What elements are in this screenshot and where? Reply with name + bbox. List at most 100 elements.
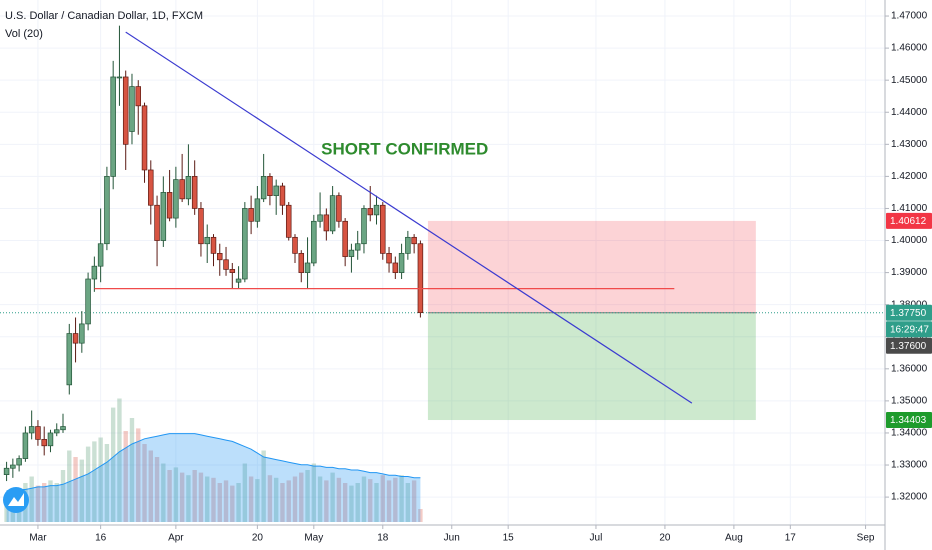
candle-body [122, 76, 129, 145]
volume-bar [324, 480, 329, 522]
volume-bar [317, 476, 323, 522]
volume-bar [311, 463, 317, 522]
y-tick-label: 1.39000 [891, 267, 928, 278]
y-tick-label: 1.45000 [891, 75, 928, 86]
price-badge-text: 1.37750 [890, 308, 927, 319]
candle-body [217, 253, 223, 261]
candle-body [191, 176, 198, 209]
volume-bar [380, 475, 385, 522]
candle-body [386, 253, 392, 264]
candle-body [210, 236, 217, 254]
candle-body [166, 192, 173, 219]
x-tick-label: Apr [168, 533, 184, 544]
volume-bar [330, 472, 335, 522]
volume-bar [73, 457, 78, 522]
volume-bar [192, 470, 197, 522]
volume-bar [123, 431, 128, 522]
volume-bar [242, 463, 248, 522]
volume-ma-line [6, 433, 421, 492]
volume-bar [342, 483, 348, 522]
x-tick-label: May [304, 533, 323, 544]
candle-body [47, 432, 54, 447]
y-tick-label: 1.41000 [891, 203, 928, 214]
volume-bar [98, 437, 103, 522]
candle-body [292, 236, 298, 254]
volume-bar [154, 457, 160, 522]
volume-bar [142, 444, 147, 522]
candle-body [16, 458, 22, 466]
volume-bar [104, 444, 110, 522]
x-tick-label: Sep [857, 533, 875, 544]
indicator-label: Vol (20) [5, 28, 43, 40]
candle-body [285, 204, 292, 238]
volume-bar [79, 459, 85, 522]
volume-bar [54, 483, 59, 522]
candle-body [116, 76, 123, 79]
volume-bar [305, 470, 310, 522]
candle-body [361, 208, 367, 245]
y-tick-label: 1.34000 [891, 428, 928, 439]
candle-body [135, 86, 142, 107]
volume-bar [129, 418, 135, 522]
countdown-badge [886, 321, 932, 338]
volume-bar [167, 470, 172, 522]
x-tick-label: Mar [29, 533, 47, 544]
candle-body [10, 464, 16, 469]
y-tick-label: 1.40000 [891, 235, 928, 246]
candle-body [279, 185, 286, 206]
volume-bar [393, 477, 398, 522]
target-zone [427, 312, 756, 421]
volume-bar [217, 483, 222, 522]
price-badge [886, 412, 932, 429]
candle-body [204, 236, 210, 245]
volume-bar [386, 480, 392, 522]
candle-body [129, 86, 135, 132]
volume-bar [223, 480, 229, 522]
candle-body [110, 76, 116, 177]
candle-body [223, 259, 229, 270]
x-tick-label: 20 [659, 533, 671, 544]
candle-body [354, 243, 361, 251]
volume-bar [67, 450, 72, 522]
price-badge [886, 304, 932, 321]
candle-body [329, 195, 336, 232]
candle-body [254, 198, 261, 222]
candle-body [91, 265, 98, 280]
volume-bar [355, 483, 360, 522]
candle-body [392, 262, 399, 273]
volume-bar [211, 477, 216, 522]
price-badge [886, 337, 932, 354]
volume-bar [29, 476, 34, 522]
volume-bar [35, 485, 41, 522]
logo-mark [8, 493, 24, 506]
candle-body [141, 105, 148, 171]
candle-body [85, 278, 91, 325]
price-badge-text: 1.34403 [890, 415, 927, 426]
candle-body [66, 333, 73, 386]
candle-body [35, 426, 41, 440]
y-tick-label: 1.43000 [891, 139, 928, 150]
volume-bar [92, 441, 97, 522]
x-tick-label: 16 [95, 533, 107, 544]
y-tick-label: 1.35000 [891, 396, 928, 407]
volume-bar [299, 472, 304, 522]
price-axis [885, 0, 932, 550]
volume-bar [405, 483, 411, 522]
x-tick-label: Jul [590, 533, 603, 544]
price-badge [886, 212, 932, 229]
volume-bar [286, 480, 291, 522]
volume-bar [60, 470, 66, 522]
candle-body [304, 262, 311, 273]
candle-body [160, 192, 167, 241]
candle-body [72, 333, 79, 344]
volume-bar [85, 446, 91, 522]
candle-body [53, 429, 60, 434]
volume-bar [374, 483, 379, 522]
candle-body [342, 220, 348, 257]
x-tick-label: 18 [377, 533, 389, 544]
y-tick-label: 1.44000 [891, 107, 928, 118]
y-tick-label: 1.33000 [891, 460, 928, 471]
candle-body [198, 208, 204, 245]
